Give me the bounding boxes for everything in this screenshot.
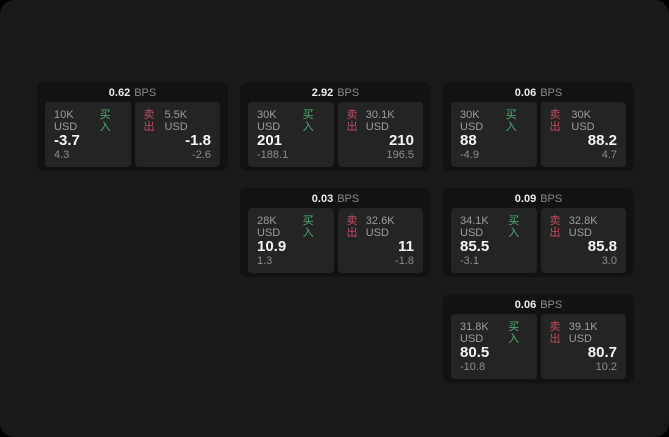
sell-change: -2.6 — [192, 149, 211, 161]
buy-label: 买入 — [302, 215, 314, 239]
sell-label: 卖出 — [549, 215, 561, 239]
buy-change: -3.1 — [460, 255, 479, 267]
bps-unit-label: BPS — [337, 193, 360, 205]
buy-panel[interactable]: 31.8K USD 买入 80.5 -10.8 — [451, 314, 537, 379]
bps-unit-label: BPS — [134, 87, 157, 99]
sell-panel[interactable]: 卖出 32.6K USD 11 -1.8 — [337, 208, 423, 273]
bps-unit-label: BPS — [540, 87, 563, 99]
quote-panels: 31.8K USD 买入 80.5 -10.8 卖出 39.1K USD 80.… — [451, 314, 626, 379]
buy-change: 1.3 — [257, 255, 273, 267]
buy-change: -188.1 — [257, 149, 289, 161]
bps-header: 0.09 BPS — [451, 193, 626, 205]
sell-label: 卖出 — [346, 215, 358, 239]
buy-panel[interactable]: 30K USD 买入 88 -4.9 — [451, 102, 537, 167]
bps-header: 0.06 BPS — [451, 87, 626, 99]
bps-header: 0.06 BPS — [451, 299, 626, 311]
quote-panels: 30K USD 买入 88 -4.9 卖出 30K USD 88.2 4.7 — [451, 102, 626, 167]
quote-panels: 34.1K USD 买入 85.5 -3.1 卖出 32.8K USD 85.8… — [451, 208, 626, 273]
buy-price: 85.5 — [460, 238, 490, 255]
sell-panel[interactable]: 卖出 30.1K USD 210 196.5 — [337, 102, 423, 167]
quote-card-5: 0.09 BPS 34.1K USD 买入 85.5 -3.1 卖出 32.8K… — [443, 188, 634, 277]
sell-change: -1.8 — [395, 255, 414, 267]
sell-notional: 32.8K USD — [568, 215, 598, 239]
buy-label: 买入 — [508, 215, 520, 239]
quote-card-2: 2.92 BPS 30K USD 买入 201 -188.1 卖出 30.1K … — [240, 82, 431, 171]
sell-price: 80.7 — [587, 344, 617, 361]
sell-price: 85.8 — [587, 238, 617, 255]
buy-notional: 31.8K USD — [460, 321, 489, 345]
quote-card-3: 0.06 BPS 30K USD 买入 88 -4.9 卖出 30K USD — [443, 82, 634, 171]
sell-price: 88.2 — [587, 132, 617, 149]
buy-panel[interactable]: 34.1K USD 买入 85.5 -3.1 — [451, 208, 537, 273]
buy-price: 201 — [257, 132, 283, 149]
sell-panel[interactable]: 卖出 5.5K USD -1.8 -2.6 — [134, 102, 220, 167]
buy-price: 88 — [460, 132, 477, 149]
buy-label: 买入 — [505, 109, 517, 133]
sell-label: 卖出 — [346, 109, 358, 133]
bps-value: 0.06 — [514, 299, 537, 311]
buy-change: -10.8 — [460, 361, 486, 373]
bps-header: 2.92 BPS — [248, 87, 423, 99]
bps-header: 0.03 BPS — [248, 193, 423, 205]
buy-label: 买入 — [302, 109, 314, 133]
bps-value: 0.03 — [311, 193, 334, 205]
bps-value: 0.62 — [108, 87, 131, 99]
sell-panel[interactable]: 卖出 30K USD 88.2 4.7 — [540, 102, 626, 167]
buy-panel[interactable]: 10K USD 买入 -3.7 4.3 — [45, 102, 131, 167]
bps-header: 0.62 BPS — [45, 87, 220, 99]
sell-label: 卖出 — [143, 109, 155, 133]
sell-price: -1.8 — [185, 132, 211, 149]
buy-price: 80.5 — [460, 344, 490, 361]
sell-panel[interactable]: 卖出 32.8K USD 85.8 3.0 — [540, 208, 626, 273]
bps-unit-label: BPS — [540, 193, 563, 205]
quote-panels: 30K USD 买入 201 -188.1 卖出 30.1K USD 210 1… — [248, 102, 423, 167]
buy-price: -3.7 — [54, 132, 80, 149]
quote-panels: 28K USD 买入 10.9 1.3 卖出 32.6K USD 11 -1.8 — [248, 208, 423, 273]
quote-card-4: 0.03 BPS 28K USD 买入 10.9 1.3 卖出 32.6K US… — [240, 188, 431, 277]
bps-unit-label: BPS — [540, 299, 563, 311]
sell-panel[interactable]: 卖出 39.1K USD 80.7 10.2 — [540, 314, 626, 379]
buy-notional: 34.1K USD — [460, 215, 489, 239]
buy-label: 买入 — [508, 321, 520, 345]
sell-price: 210 — [388, 132, 414, 149]
buy-panel[interactable]: 28K USD 买入 10.9 1.3 — [248, 208, 334, 273]
buy-notional: 30K USD — [460, 109, 484, 133]
bps-value: 0.06 — [514, 87, 537, 99]
sell-change: 196.5 — [386, 149, 414, 161]
bps-value: 2.92 — [311, 87, 334, 99]
sell-label: 卖出 — [549, 321, 561, 345]
buy-change: -4.9 — [460, 149, 479, 161]
quote-panels: 10K USD 买入 -3.7 4.3 卖出 5.5K USD -1.8 -2.… — [45, 102, 220, 167]
sell-notional: 5.5K USD — [164, 109, 188, 133]
buy-notional: 28K USD — [257, 215, 281, 239]
quote-cards-grid: 0.62 BPS 10K USD 买入 -3.7 4.3 卖出 5.5K USD — [37, 82, 634, 383]
buy-notional: 30K USD — [257, 109, 281, 133]
quote-card-6: 0.06 BPS 31.8K USD 买入 80.5 -10.8 卖出 39.1… — [443, 294, 634, 383]
sell-change: 10.2 — [595, 361, 617, 373]
sell-price: 11 — [398, 238, 414, 255]
sell-label: 卖出 — [549, 109, 561, 133]
bps-unit-label: BPS — [337, 87, 360, 99]
buy-notional: 10K USD — [54, 109, 78, 133]
quote-card-1: 0.62 BPS 10K USD 买入 -3.7 4.3 卖出 5.5K USD — [37, 82, 228, 171]
buy-label: 买入 — [99, 109, 111, 133]
sell-notional: 30.1K USD — [365, 109, 395, 133]
sell-notional: 39.1K USD — [568, 321, 598, 345]
buy-change: 4.3 — [54, 149, 70, 161]
buy-price: 10.9 — [257, 238, 287, 255]
sell-notional: 32.6K USD — [365, 215, 395, 239]
sell-notional: 30K USD — [571, 109, 595, 133]
buy-panel[interactable]: 30K USD 买入 201 -188.1 — [248, 102, 334, 167]
sell-change: 4.7 — [601, 149, 617, 161]
sell-change: 3.0 — [601, 255, 617, 267]
bps-value: 0.09 — [514, 193, 537, 205]
